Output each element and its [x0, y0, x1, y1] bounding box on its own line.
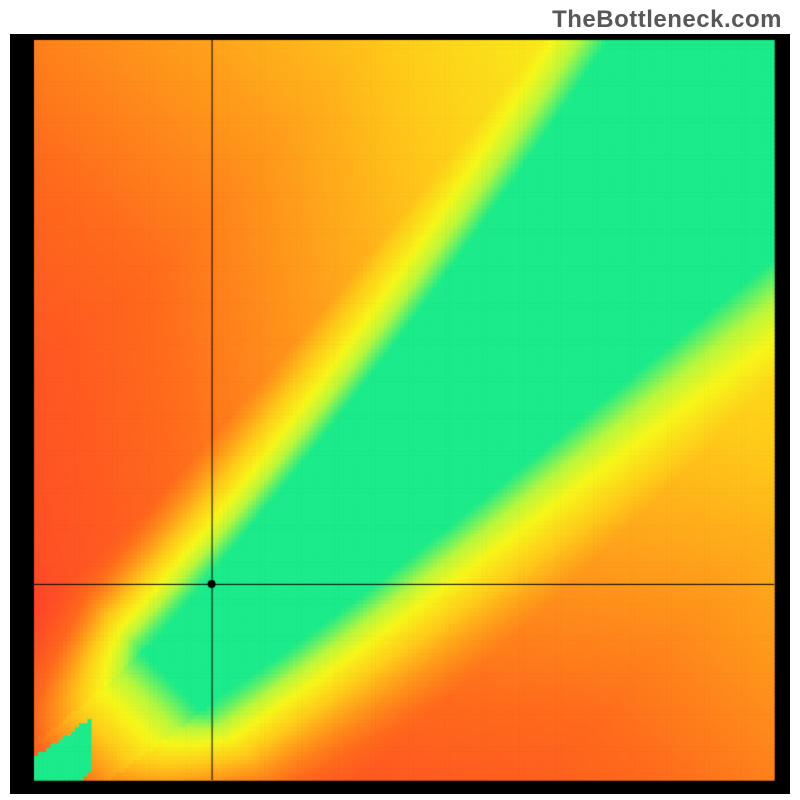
bottleneck-heatmap: [10, 34, 790, 794]
watermark-text: TheBottleneck.com: [0, 0, 800, 34]
chart-frame: [10, 34, 790, 794]
